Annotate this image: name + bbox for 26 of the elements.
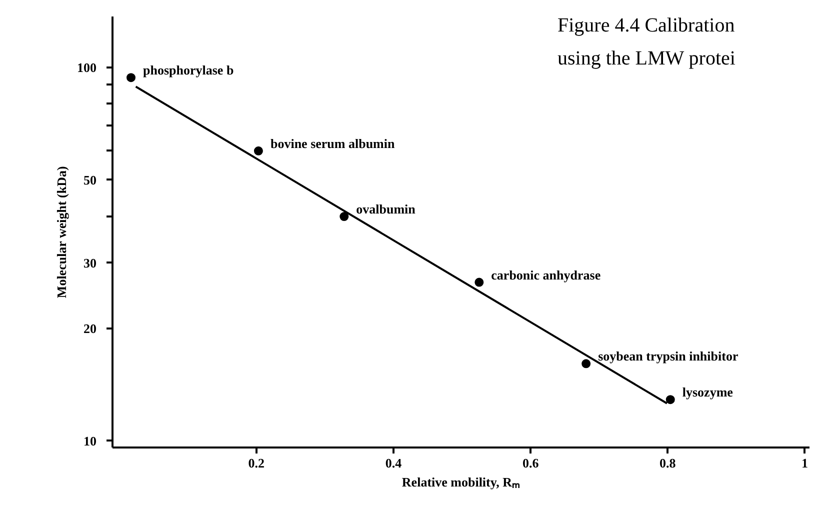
point xyxy=(582,359,591,368)
x-tick-label: 1 xyxy=(801,456,808,470)
point xyxy=(340,212,349,222)
y-tick-label: 20 xyxy=(84,320,96,336)
point xyxy=(666,395,675,404)
annotation: ovalbumin xyxy=(356,202,416,217)
x-axis-title: Relative mobility, Rₘ xyxy=(402,474,520,490)
annotation: carbonic anhydrase xyxy=(491,267,601,282)
y-tick-label: 30 xyxy=(84,255,96,270)
x-tick-label: 0.2 xyxy=(248,456,265,470)
x-tick-label: 0.6 xyxy=(522,456,540,470)
x-tick-label: 0.4 xyxy=(385,456,402,470)
point xyxy=(474,278,484,287)
point xyxy=(254,146,263,156)
point xyxy=(126,73,136,82)
chart-title: Figure 4.4 Calibration xyxy=(558,14,735,36)
x-tick-label: 0.8 xyxy=(660,456,676,470)
annotation: phosphorylase b xyxy=(143,62,234,78)
y-tick-label: 100 xyxy=(77,60,96,76)
annotation: bovine serum albumin xyxy=(270,136,396,151)
text: using the LMW protei xyxy=(558,48,736,70)
annotation: soybean trypsin inhibitor xyxy=(598,348,738,364)
y-axis-title: Molecular weight (kDa) xyxy=(54,166,69,298)
annotation: lysozyme xyxy=(682,384,734,400)
y-tick-label: 10 xyxy=(84,433,96,448)
y-tick-label: 50 xyxy=(84,172,96,188)
